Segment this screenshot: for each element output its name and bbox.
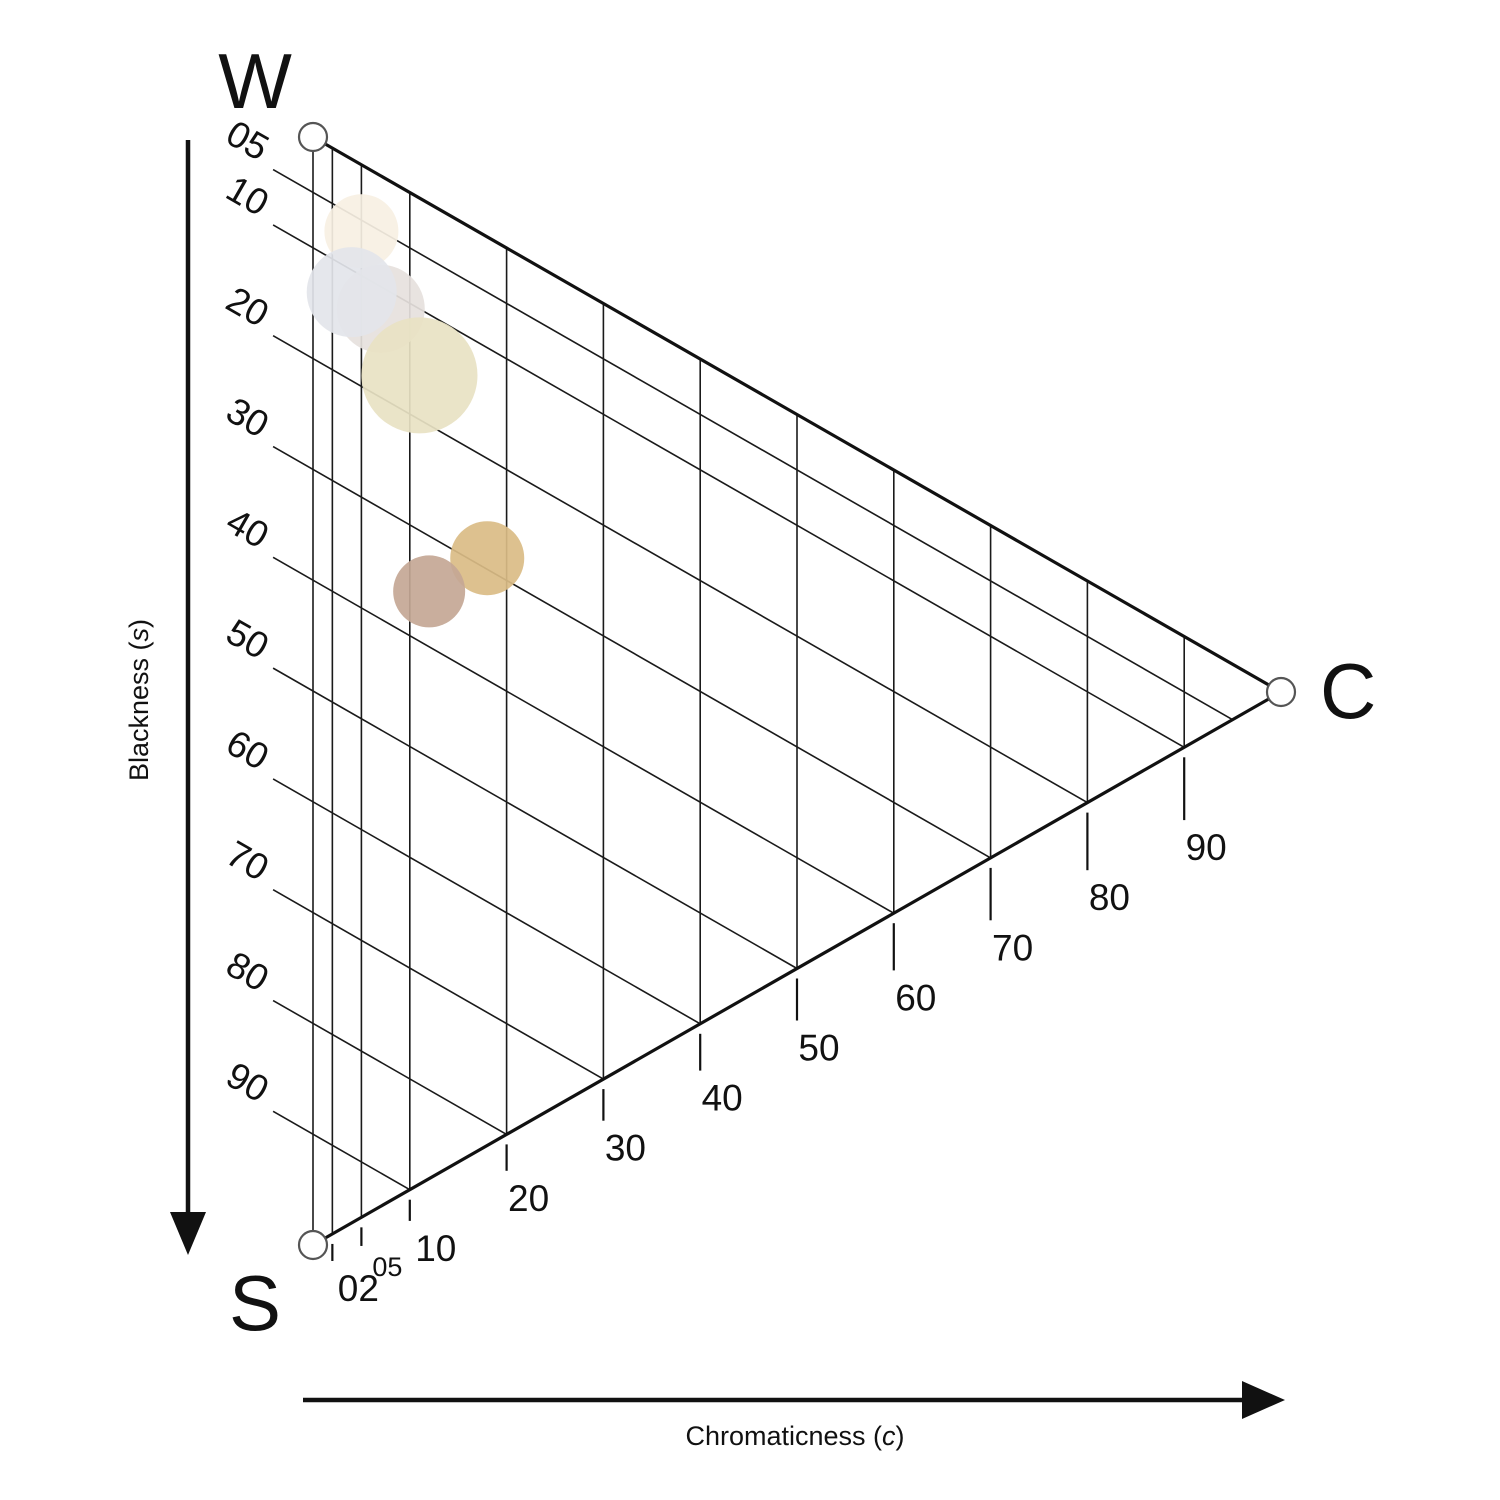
blackness-tick-label-80: 80 <box>220 944 276 1000</box>
chromaticness-tick-label-50: 50 <box>798 1028 839 1069</box>
grid-line-blackness-40 <box>272 556 895 914</box>
chromaticness-tick-label-40: 40 <box>702 1078 743 1119</box>
vertex-marker-s <box>297 1229 329 1261</box>
triangle-edges <box>312 135 1282 1247</box>
data-bubbles <box>306 194 525 628</box>
grid-line-blackness-80 <box>272 999 507 1136</box>
blackness-axis-title: Blackness (s) <box>124 619 154 781</box>
blackness-axis-title-close: ) <box>124 619 154 628</box>
edge-w-c <box>312 135 1282 694</box>
blackness-tick-label-70: 70 <box>220 833 276 889</box>
chromaticness-axis-symbol: c <box>882 1421 896 1451</box>
vertex-label-w: W <box>218 37 292 125</box>
bubble-cool-grey <box>306 247 397 338</box>
chromaticness-tick-label-80: 80 <box>1089 877 1130 918</box>
blackness-tick-label-50: 50 <box>220 611 276 667</box>
chromaticness-tick-label-20: 20 <box>508 1178 549 1219</box>
grid-line-blackness-10 <box>272 224 1185 748</box>
chromaticness-axis-title-close: ) <box>896 1421 905 1451</box>
chromaticness-tick-label-70: 70 <box>992 927 1033 968</box>
vertex-label-c: C <box>1320 647 1376 735</box>
blackness-axis-symbol: s <box>124 628 154 642</box>
blackness-tick-label-30: 30 <box>220 390 276 446</box>
edge-s-c <box>312 690 1282 1247</box>
blackness-tick-label-20: 20 <box>220 279 276 335</box>
chromaticness-tick-label-10: 10 <box>415 1228 456 1269</box>
chromaticness-axis-arrow <box>303 1381 1285 1419</box>
chromaticness-tick-label-60: 60 <box>895 977 936 1018</box>
chromaticness-tick-label-90: 90 <box>1186 827 1227 868</box>
chromaticness-tick-label-5: 05 <box>372 1252 402 1282</box>
chromaticness-tick-label-2: 02 <box>338 1268 379 1309</box>
grid-line-blackness-60 <box>272 778 701 1025</box>
bubble-pale-yellow <box>361 317 478 434</box>
blackness-axis-title-text: Blackness ( <box>124 641 154 781</box>
grid-line-blackness-30 <box>272 445 991 859</box>
grid-line-blackness-5 <box>272 168 1233 721</box>
blackness-tick-label-40: 40 <box>220 500 276 556</box>
vertex-label-s: S <box>229 1259 281 1347</box>
blackness-tick-label-60: 60 <box>220 722 276 778</box>
grid-line-blackness-50 <box>272 667 798 970</box>
blackness-axis-arrow <box>170 140 206 1255</box>
chromaticness-tick-label-30: 30 <box>605 1128 646 1169</box>
grid-lines <box>272 148 1233 1234</box>
blackness-tick-label-10: 10 <box>220 168 276 224</box>
grid-line-blackness-90 <box>272 1110 411 1191</box>
vertex-markers <box>297 121 1297 1261</box>
chromaticness-tick-marks <box>331 757 1186 1261</box>
bubble-sand <box>450 521 525 596</box>
chromaticness-axis-title: Chromaticness (c) <box>685 1421 904 1451</box>
bubble-taupe <box>393 555 466 628</box>
blackness-tick-label-90: 90 <box>220 1054 276 1110</box>
chromaticness-axis-title-text: Chromaticness ( <box>685 1421 882 1451</box>
vertex-marker-c <box>1265 676 1297 708</box>
grid-line-blackness-70 <box>272 889 604 1080</box>
vertex-marker-w <box>297 121 329 153</box>
